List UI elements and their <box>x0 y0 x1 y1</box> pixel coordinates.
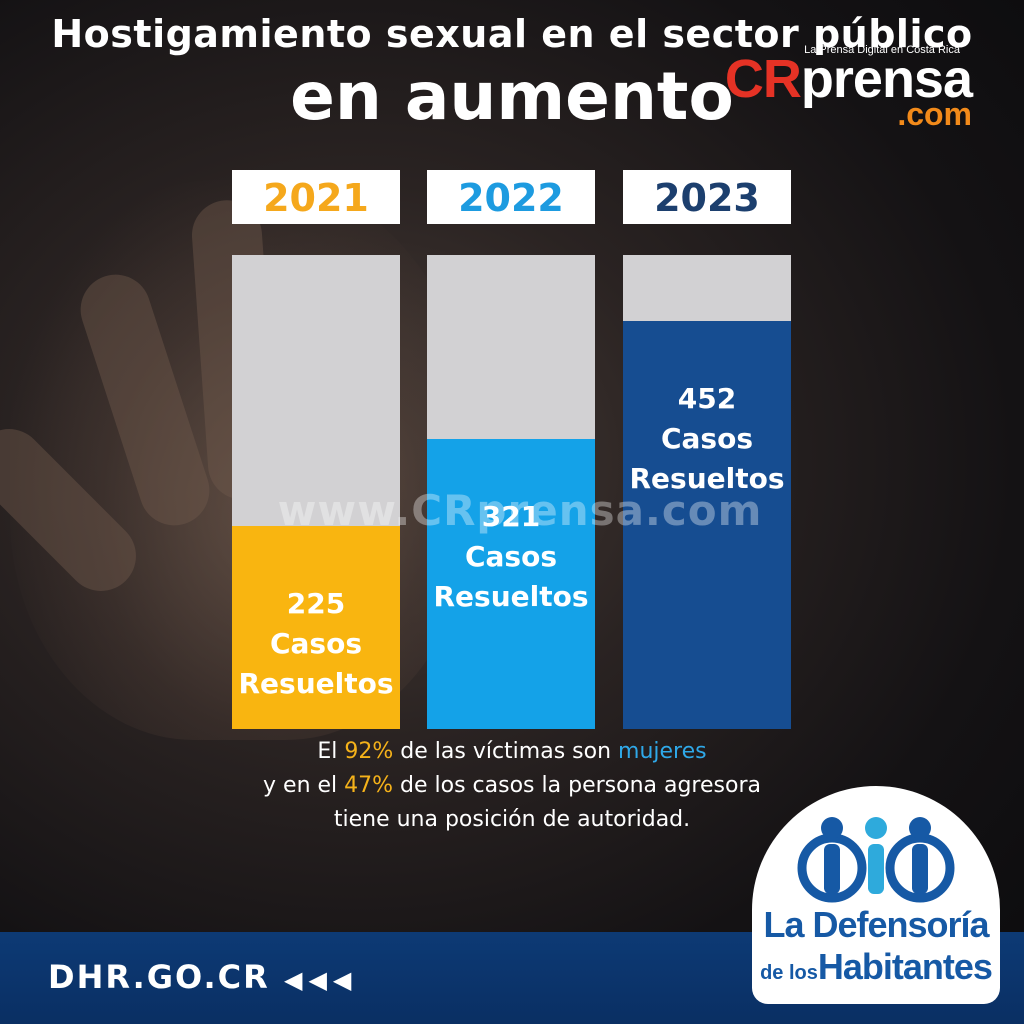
bar-value-line: Casos <box>464 540 557 573</box>
logo-line2: de losHabitantes <box>752 946 1000 988</box>
footer-url-link[interactable]: DHR.GO.CR <box>48 958 270 996</box>
bar-2023 <box>623 321 791 729</box>
bar-track-2021: 225 Casos Resueltos <box>232 255 400 729</box>
bar-value-line: Casos <box>660 422 753 455</box>
brand-tagline: La Prensa Digital en Costa Rica <box>804 44 960 56</box>
bar-track-2022: 321 Casos Resueltos <box>427 255 595 729</box>
bar-value-line: Resueltos <box>433 580 589 613</box>
defensoria-logo: La Defensoría de losHabitantes <box>752 786 1000 1004</box>
footer-arrows-icon: ◀◀◀ <box>284 966 358 994</box>
bar-value-label-2021: 225 Casos Resueltos <box>232 584 400 704</box>
year-label-2023: 2023 <box>623 170 791 224</box>
brand-name: CRprensa <box>724 48 973 110</box>
highlight-women: mujeres <box>618 739 707 764</box>
bar-value-line: Resueltos <box>238 667 394 700</box>
watermark-text: www.CRprensa.com <box>277 486 763 535</box>
brand-domain: .com <box>897 96 972 132</box>
stats-line-1: El 92% de las víctimas son mujeres <box>317 739 707 764</box>
bar-value-label-2023: 452 Casos Resueltos <box>623 379 791 499</box>
page-title-line2: en aumento <box>290 58 734 135</box>
year-label-2022: 2022 <box>427 170 595 224</box>
bar-2021 <box>232 526 400 729</box>
bar-track-2023: 452 Casos Resueltos <box>623 255 791 729</box>
bar-value-line: 452 <box>677 382 737 415</box>
bar-value-line: 321 <box>481 500 541 533</box>
logo-line2-small: de los <box>760 962 818 984</box>
bar-value-line: 225 <box>286 587 346 620</box>
year-label-2021: 2021 <box>232 170 400 224</box>
bar-value-line: Resueltos <box>629 462 785 495</box>
crprensa-logo: La Prensa Digital en Costa Rica CRprensa… <box>672 44 973 132</box>
people-icon <box>797 817 955 903</box>
brand-name-rest: prensa <box>800 49 973 109</box>
bar-2022 <box>427 439 595 729</box>
logo-line2-big: Habitantes <box>817 946 993 987</box>
stats-line-3: tiene una posición de autoridad. <box>333 807 691 832</box>
pct-authority: 47% <box>344 773 394 798</box>
pct-victims-women: 92% <box>344 739 394 764</box>
logo-line1: La Defensoría <box>763 904 989 945</box>
bar-value-line: Casos <box>269 627 362 660</box>
brand-name-cr: CR <box>724 49 802 109</box>
stats-line-2: y en el 47% de los casos la persona agre… <box>263 773 761 798</box>
bar-value-label-2022: 321 Casos Resueltos <box>427 497 595 617</box>
page-title-line1: Hostigamiento sexual en el sector públic… <box>51 12 973 56</box>
stats-text: El 92% de las víctimas son mujeres y en … <box>180 735 844 837</box>
